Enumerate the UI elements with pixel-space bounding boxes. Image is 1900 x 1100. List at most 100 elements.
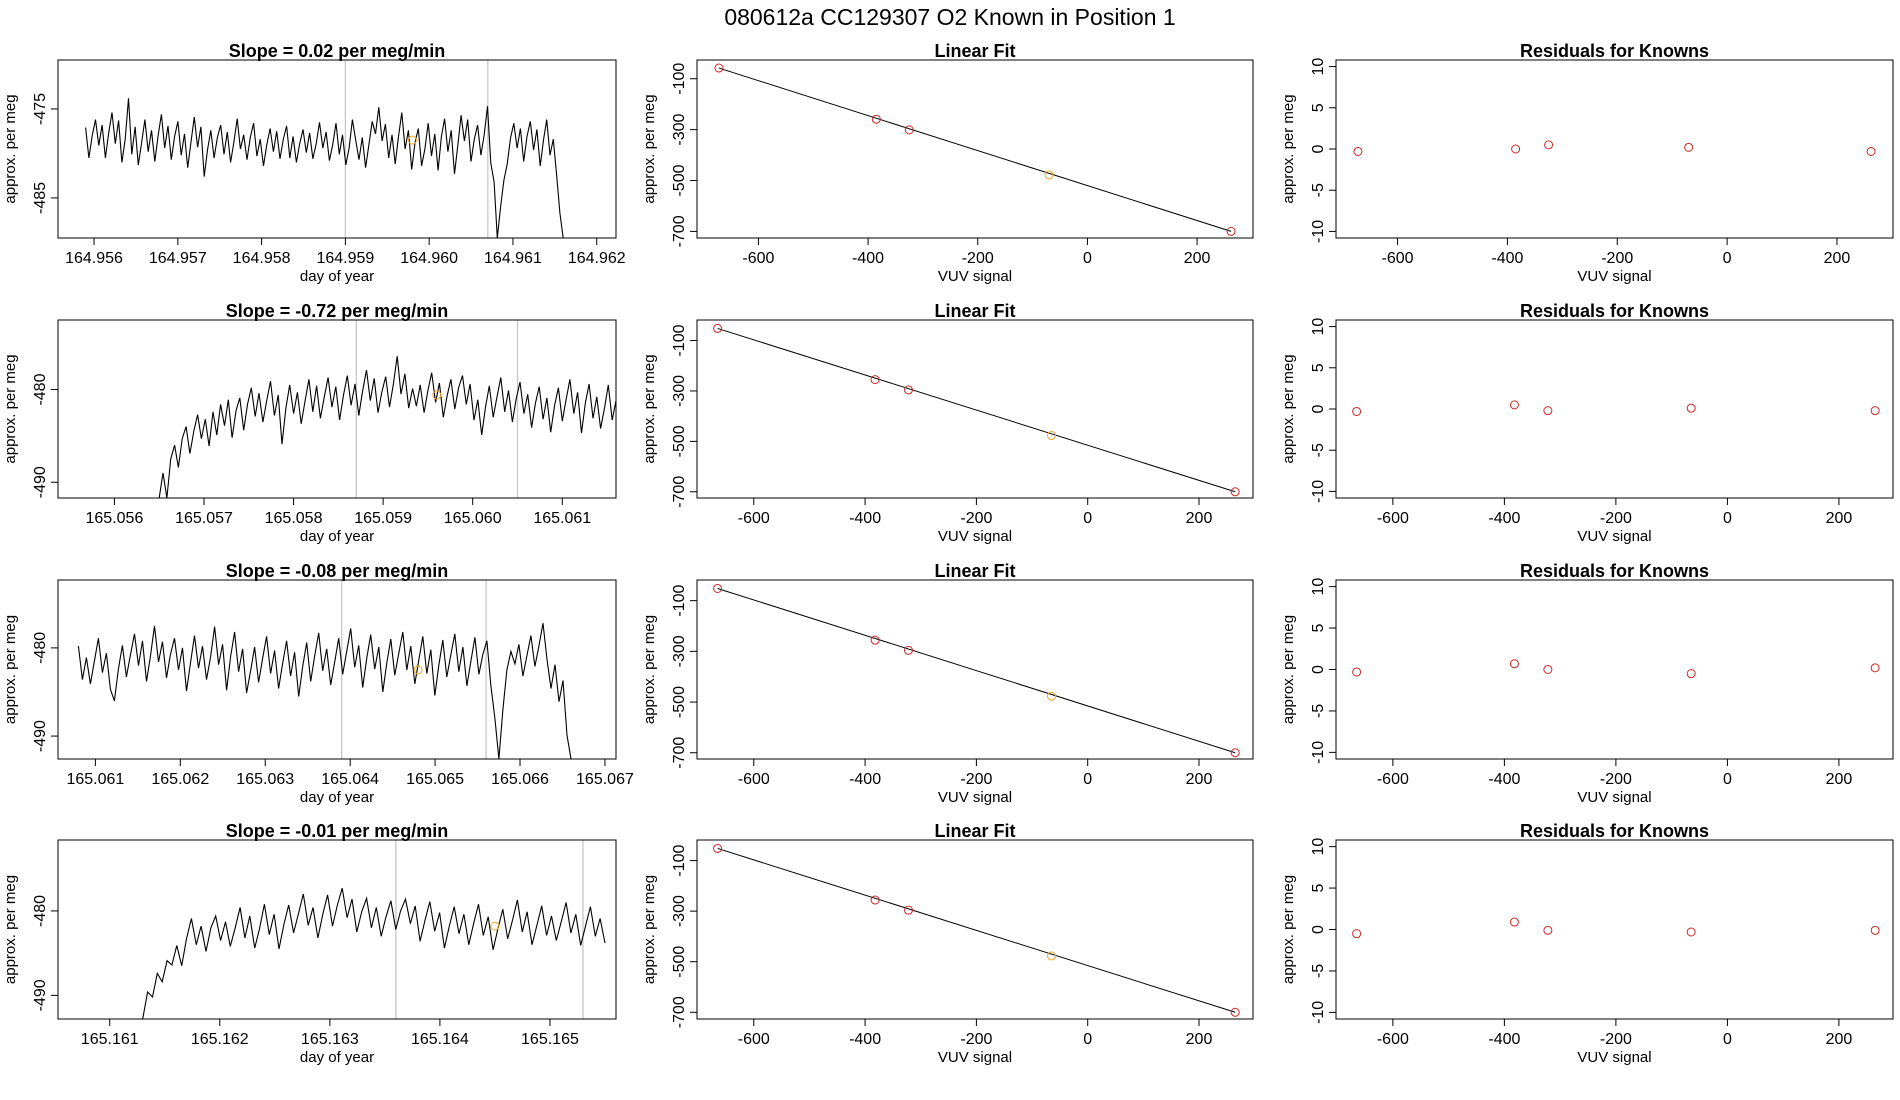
plot-frame xyxy=(696,59,1254,239)
y-tick-label: 10 xyxy=(1310,838,1327,856)
x-tick-label: 200 xyxy=(1824,250,1851,267)
panel-title: Linear Fit xyxy=(934,41,1015,61)
x-tick-label: -600 xyxy=(738,1031,770,1048)
y-tick-label: -500 xyxy=(671,946,688,978)
x-tick-label: 200 xyxy=(1826,510,1853,527)
y-tick-label: -100 xyxy=(671,324,688,356)
known-point xyxy=(1870,925,1880,935)
x-tick-label: 165.061 xyxy=(533,510,591,527)
known-point xyxy=(903,905,913,915)
panel-title: Slope = -0.08 per meg/min xyxy=(226,561,449,581)
x-tick-label: 165.057 xyxy=(175,510,233,527)
y-axis-label: approx. per meg xyxy=(1280,354,1297,463)
y-tick-label: -100 xyxy=(671,585,688,617)
y-tick-label: -100 xyxy=(671,63,688,95)
known-point xyxy=(713,323,723,333)
x-tick-label: -600 xyxy=(738,510,770,527)
fit-line xyxy=(718,67,1232,232)
y-axis-label: approx. per meg xyxy=(1280,615,1297,724)
y-tick-label: 0 xyxy=(1310,665,1327,674)
y-tick-label: -10 xyxy=(1310,1001,1327,1024)
x-tick-label: 164.956 xyxy=(65,250,123,267)
x-tick-label: 164.961 xyxy=(484,250,542,267)
x-axis-label: VUV signal xyxy=(938,789,1012,806)
x-tick-label: 165.062 xyxy=(151,771,209,788)
y-tick-label: -300 xyxy=(671,635,688,667)
x-tick-label: 200 xyxy=(1826,1031,1853,1048)
x-axis-label: day of year xyxy=(300,1049,374,1066)
panel-ts3: 165.061 165.062 165.063 165.064 165.065 165.0… xyxy=(2,561,634,806)
panel-title: Residuals for Knowns xyxy=(1520,41,1709,61)
x-tick-label: 165.163 xyxy=(301,1031,359,1048)
y-tick-label: 5 xyxy=(1310,624,1327,633)
current-sample-marker xyxy=(407,135,417,145)
x-tick-label: -600 xyxy=(1377,1031,1409,1048)
x-tick-label: 165.060 xyxy=(444,510,502,527)
panel-title: Residuals for Knowns xyxy=(1520,821,1709,841)
y-tick-label: 10 xyxy=(1310,318,1327,336)
x-tick-label: 0 xyxy=(1083,250,1092,267)
known-point xyxy=(903,385,913,395)
panel-ts2: 165.056 165.057 165.058 165.059 165.060 165.0… xyxy=(2,301,617,545)
known-point xyxy=(1686,669,1696,679)
known-point xyxy=(1686,403,1696,413)
y-tick-label: 5 xyxy=(1310,103,1327,112)
known-point xyxy=(1686,927,1696,937)
y-tick-label: -700 xyxy=(671,737,688,769)
plot-frame xyxy=(57,579,617,760)
x-tick-label: -200 xyxy=(960,510,992,527)
y-axis-label: approx. per meg xyxy=(2,94,19,203)
y-tick-label: -5 xyxy=(1310,704,1327,718)
x-tick-label: -400 xyxy=(849,1031,881,1048)
x-tick-label: 0 xyxy=(1723,771,1732,788)
x-tick-label: -400 xyxy=(849,510,881,527)
current-point xyxy=(1047,691,1057,701)
x-tick-label: -400 xyxy=(852,250,884,267)
known-point xyxy=(904,125,914,135)
known-point xyxy=(1509,917,1519,927)
x-tick-label: 200 xyxy=(1186,510,1213,527)
plot-area xyxy=(1352,659,1880,679)
y-tick-label: -490 xyxy=(32,979,49,1011)
known-point xyxy=(1353,146,1363,156)
y-tick-label: 0 xyxy=(1310,404,1327,413)
plot-frame xyxy=(696,579,1254,760)
x-tick-label: 165.066 xyxy=(491,771,549,788)
x-tick-label: 0 xyxy=(1723,1031,1732,1048)
known-point xyxy=(1684,142,1694,152)
y-axis-label: approx. per meg xyxy=(641,875,658,984)
panel-title: Slope = 0.02 per meg/min xyxy=(229,41,446,61)
plot-frame xyxy=(696,839,1254,1020)
panel-title: Linear Fit xyxy=(934,821,1015,841)
x-axis-label: VUV signal xyxy=(1577,528,1651,545)
x-tick-label: -200 xyxy=(1600,510,1632,527)
x-tick-label: 200 xyxy=(1186,1031,1213,1048)
fit-line xyxy=(717,847,1236,1013)
panel-fit3: -600 -400 -200 0 200 -100 -300 -500 -700 Linear F… xyxy=(641,561,1254,806)
x-tick-label: -200 xyxy=(962,250,994,267)
y-tick-label: -10 xyxy=(1310,741,1327,764)
x-tick-label: -200 xyxy=(1600,1031,1632,1048)
x-tick-label: 200 xyxy=(1184,250,1211,267)
known-point xyxy=(1543,406,1553,416)
x-tick-label: -400 xyxy=(1488,510,1520,527)
known-point xyxy=(871,114,881,124)
known-point xyxy=(1870,406,1880,416)
x-tick-label: -600 xyxy=(738,771,770,788)
x-tick-label: -600 xyxy=(1377,510,1409,527)
x-tick-label: 165.164 xyxy=(411,1031,469,1048)
x-tick-label: -400 xyxy=(849,771,881,788)
x-tick-label: -200 xyxy=(1600,771,1632,788)
y-tick-label: 0 xyxy=(1310,144,1327,153)
x-tick-label: -200 xyxy=(960,771,992,788)
panel-title: Slope = -0.72 per meg/min xyxy=(226,301,449,321)
x-tick-label: 0 xyxy=(1083,510,1092,527)
x-tick-label: 165.065 xyxy=(406,771,464,788)
y-tick-label: -475 xyxy=(32,93,49,125)
panel-ts1: 164.956 164.957 164.958 164.959 164.960 164.9… xyxy=(2,41,626,285)
y-tick-label: -490 xyxy=(32,466,49,498)
x-axis-label: VUV signal xyxy=(1577,268,1651,285)
y-tick-label: 0 xyxy=(1310,925,1327,934)
known-point xyxy=(1230,748,1240,758)
y-tick-label: 10 xyxy=(1310,58,1327,76)
